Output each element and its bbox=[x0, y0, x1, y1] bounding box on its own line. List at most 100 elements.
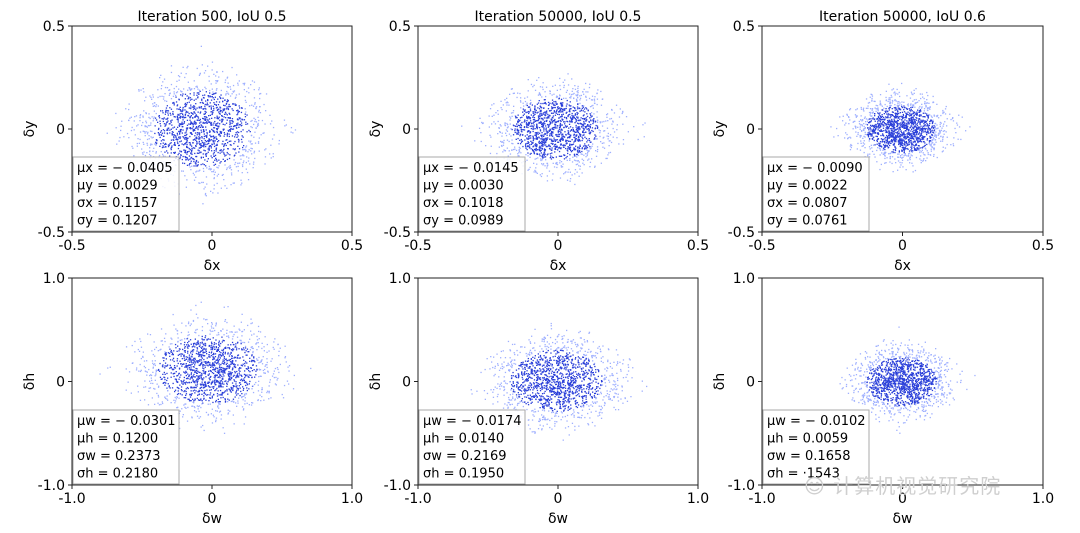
scatter-point bbox=[586, 113, 588, 115]
scatter-point bbox=[535, 143, 537, 145]
scatter-point bbox=[217, 348, 220, 351]
scatter-point bbox=[163, 78, 166, 80]
scatter-point bbox=[474, 140, 476, 142]
scatter-point bbox=[878, 142, 880, 144]
scatter-point bbox=[942, 109, 944, 112]
scatter-point bbox=[206, 136, 208, 139]
scatter-point bbox=[926, 102, 929, 104]
scatter-point bbox=[170, 120, 172, 122]
y-tick-label: 0 bbox=[402, 122, 411, 138]
scatter-point bbox=[541, 96, 543, 98]
scatter-point bbox=[897, 128, 899, 130]
scatter-point bbox=[880, 122, 882, 124]
scatter-point bbox=[901, 139, 904, 141]
scatter-point bbox=[194, 116, 196, 118]
scatter-point bbox=[170, 152, 172, 154]
scatter-point bbox=[243, 155, 245, 157]
scatter-point bbox=[605, 120, 607, 122]
scatter-point bbox=[555, 100, 557, 103]
scatter-point bbox=[500, 144, 503, 147]
scatter-point bbox=[506, 130, 509, 132]
scatter-point bbox=[926, 134, 928, 136]
scatter-point bbox=[551, 117, 554, 119]
scatter-point bbox=[583, 129, 585, 131]
scatter-point bbox=[577, 117, 579, 119]
scatter-point bbox=[574, 148, 577, 150]
scatter-point bbox=[186, 151, 188, 153]
scatter-point bbox=[216, 117, 219, 119]
scatter-point bbox=[215, 101, 218, 103]
scatter-point bbox=[907, 105, 909, 107]
scatter-point bbox=[572, 127, 574, 129]
scatter-point bbox=[549, 153, 551, 155]
scatter-point bbox=[930, 143, 932, 145]
scatter-point bbox=[874, 120, 876, 122]
scatter-point bbox=[891, 108, 893, 110]
scatter-point bbox=[897, 134, 899, 136]
scatter-point bbox=[565, 171, 567, 173]
scatter-point bbox=[226, 321, 228, 324]
scatter-point bbox=[226, 77, 228, 79]
scatter-point bbox=[210, 383, 212, 385]
scatter-point bbox=[184, 134, 186, 137]
scatter-point bbox=[529, 118, 531, 120]
scatter-point bbox=[603, 120, 605, 123]
scatter-point bbox=[874, 156, 876, 158]
scatter-point bbox=[592, 143, 594, 145]
scatter-point bbox=[139, 117, 141, 119]
scatter-point bbox=[213, 188, 215, 190]
scatter-point bbox=[874, 107, 876, 109]
scatter-point bbox=[544, 142, 546, 144]
scatter-point bbox=[209, 145, 211, 147]
scatter-point bbox=[173, 102, 175, 105]
scatter-point bbox=[152, 96, 154, 98]
scatter-point bbox=[858, 120, 860, 123]
scatter-point bbox=[198, 89, 201, 91]
scatter-point bbox=[223, 116, 225, 118]
scatter-point bbox=[196, 155, 198, 158]
scatter-point bbox=[576, 100, 578, 102]
scatter-point bbox=[877, 147, 879, 149]
scatter-point bbox=[878, 113, 880, 115]
scatter-point bbox=[550, 158, 553, 160]
scatter-point bbox=[891, 162, 893, 165]
scatter-point bbox=[567, 132, 570, 134]
scatter-point bbox=[195, 127, 197, 129]
scatter-point bbox=[224, 160, 226, 162]
scatter-point bbox=[196, 85, 198, 87]
scatter-point bbox=[146, 138, 149, 141]
scatter-point bbox=[930, 145, 932, 147]
scatter-point bbox=[540, 114, 543, 116]
scatter-point bbox=[913, 135, 915, 138]
scatter-point bbox=[161, 365, 164, 367]
scatter-point bbox=[577, 122, 579, 124]
scatter-point bbox=[891, 130, 893, 132]
scatter-point bbox=[938, 137, 940, 140]
scatter-point bbox=[952, 143, 954, 145]
scatter-point bbox=[914, 106, 916, 108]
scatter-point bbox=[489, 134, 491, 136]
scatter-point bbox=[915, 88, 917, 90]
scatter-point bbox=[926, 123, 928, 125]
scatter-point bbox=[224, 185, 226, 187]
scatter-point bbox=[204, 105, 206, 107]
scatter-point bbox=[223, 143, 225, 145]
scatter-point bbox=[177, 154, 179, 156]
scatter-point bbox=[896, 132, 898, 134]
scatter-point bbox=[915, 144, 917, 146]
scatter-point bbox=[859, 135, 861, 137]
scatter-point bbox=[583, 164, 585, 166]
scatter-point bbox=[894, 91, 896, 93]
scatter-point bbox=[539, 93, 541, 95]
scatter-point bbox=[586, 153, 589, 155]
scatter-point bbox=[879, 145, 881, 147]
scatter-point bbox=[527, 138, 530, 140]
scatter-point bbox=[894, 151, 896, 154]
scatter-point bbox=[198, 152, 201, 154]
scatter-point bbox=[900, 104, 903, 106]
scatter-point bbox=[133, 129, 135, 131]
scatter-point bbox=[240, 179, 242, 181]
scatter-point bbox=[894, 137, 897, 139]
scatter-point bbox=[916, 124, 919, 126]
scatter-point bbox=[574, 140, 577, 142]
